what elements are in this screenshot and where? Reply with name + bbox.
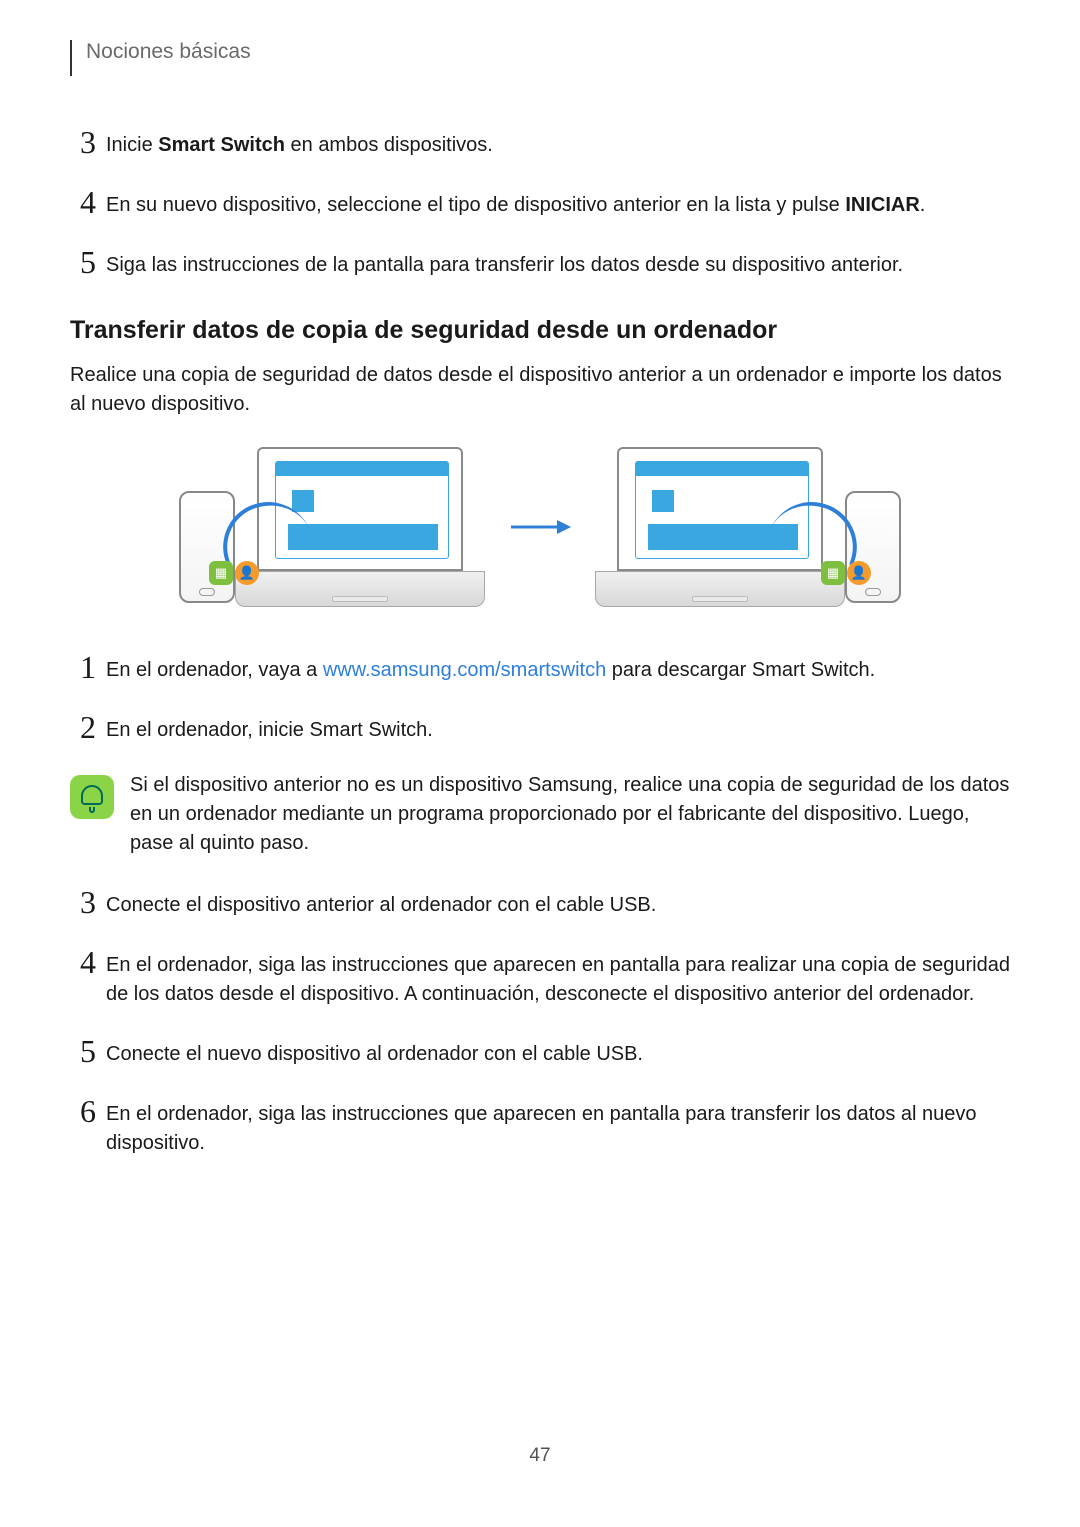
step-text: Conecte el nuevo dispositivo al ordenado… xyxy=(106,1035,643,1069)
data-icons-cluster: ▦ 👤 xyxy=(821,561,871,585)
step-number: 5 xyxy=(70,1035,106,1067)
step-text: Siga las instrucciones de la pantalla pa… xyxy=(106,246,903,280)
step-text-pre: En su nuevo dispositivo, seleccione el t… xyxy=(106,194,845,216)
section-tab-title: Nociones básicas xyxy=(86,40,251,64)
step-text: En el ordenador, siga las instrucciones … xyxy=(106,946,1010,1009)
step-number: 3 xyxy=(70,126,106,158)
step-text-pre: En el ordenador, inicie Smart Switch. xyxy=(106,719,433,741)
laptop-base xyxy=(595,571,845,607)
step-text-post: para descargar Smart Switch. xyxy=(606,659,875,681)
section-tab: Nociones básicas xyxy=(70,40,251,76)
step-text-pre: En el ordenador, vaya a xyxy=(106,659,323,681)
transfer-illustration: ▦ 👤 xyxy=(70,447,1010,607)
step-text-post: . xyxy=(920,194,926,216)
step-number: 4 xyxy=(70,186,106,218)
step-text: En el ordenador, siga las instrucciones … xyxy=(106,1095,1010,1158)
step-item: 1 En el ordenador, vaya a www.samsung.co… xyxy=(70,651,1010,685)
section-heading: Transferir datos de copia de seguridad d… xyxy=(70,316,1010,345)
app-grid-icon: ▦ xyxy=(209,561,233,585)
step-number: 2 xyxy=(70,711,106,743)
step-number: 4 xyxy=(70,946,106,978)
step-number: 6 xyxy=(70,1095,106,1127)
device-group-right: ▦ 👤 xyxy=(595,447,901,607)
step-item: 3 Conecte el dispositivo anterior al ord… xyxy=(70,886,1010,920)
step-item: 3 Inicie Smart Switch en ambos dispositi… xyxy=(70,126,1010,160)
laptop-window xyxy=(275,461,449,559)
note-callout: Si el dispositivo anterior no es un disp… xyxy=(70,771,1010,858)
data-icons-cluster: ▦ 👤 xyxy=(209,561,259,585)
section-intro: Realice una copia de seguridad de datos … xyxy=(70,361,1010,419)
note-bell-icon xyxy=(70,775,114,819)
arrow-right-icon xyxy=(505,517,575,537)
page-container: Nociones básicas 3 Inicie Smart Switch e… xyxy=(0,0,1080,1158)
page-number: 47 xyxy=(529,1445,550,1467)
step-item: 4 En el ordenador, siga las instruccione… xyxy=(70,946,1010,1009)
contact-icon: 👤 xyxy=(235,561,259,585)
step-number: 3 xyxy=(70,886,106,918)
step-text: En el ordenador, inicie Smart Switch. xyxy=(106,711,433,745)
step-number: 1 xyxy=(70,651,106,683)
step-text: En su nuevo dispositivo, seleccione el t… xyxy=(106,186,925,220)
laptop-base xyxy=(235,571,485,607)
contact-icon: 👤 xyxy=(847,561,871,585)
step-item: 4 En su nuevo dispositivo, seleccione el… xyxy=(70,186,1010,220)
step-text: Inicie Smart Switch en ambos dispositivo… xyxy=(106,126,493,160)
device-group-left: ▦ 👤 xyxy=(179,447,485,607)
step-item: 5 Conecte el nuevo dispositivo al ordena… xyxy=(70,1035,1010,1069)
step-text: En el ordenador, vaya a www.samsung.com/… xyxy=(106,651,875,685)
step-text-pre: Siga las instrucciones de la pantalla pa… xyxy=(106,254,903,276)
step-item: 5 Siga las instrucciones de la pantalla … xyxy=(70,246,1010,280)
step-item: 2 En el ordenador, inicie Smart Switch. xyxy=(70,711,1010,745)
step-text-pre: Inicie xyxy=(106,134,158,156)
smartswitch-link[interactable]: www.samsung.com/smartswitch xyxy=(323,659,606,681)
step-item: 6 En el ordenador, siga las instruccione… xyxy=(70,1095,1010,1158)
app-grid-icon: ▦ xyxy=(821,561,845,585)
step-text: Conecte el dispositivo anterior al orden… xyxy=(106,886,656,920)
step-text-bold: INICIAR xyxy=(845,194,919,216)
laptop-window xyxy=(635,461,809,559)
note-text: Si el dispositivo anterior no es un disp… xyxy=(130,771,1010,858)
step-text-post: en ambos dispositivos. xyxy=(285,134,493,156)
step-number: 5 xyxy=(70,246,106,278)
step-text-bold: Smart Switch xyxy=(158,134,285,156)
